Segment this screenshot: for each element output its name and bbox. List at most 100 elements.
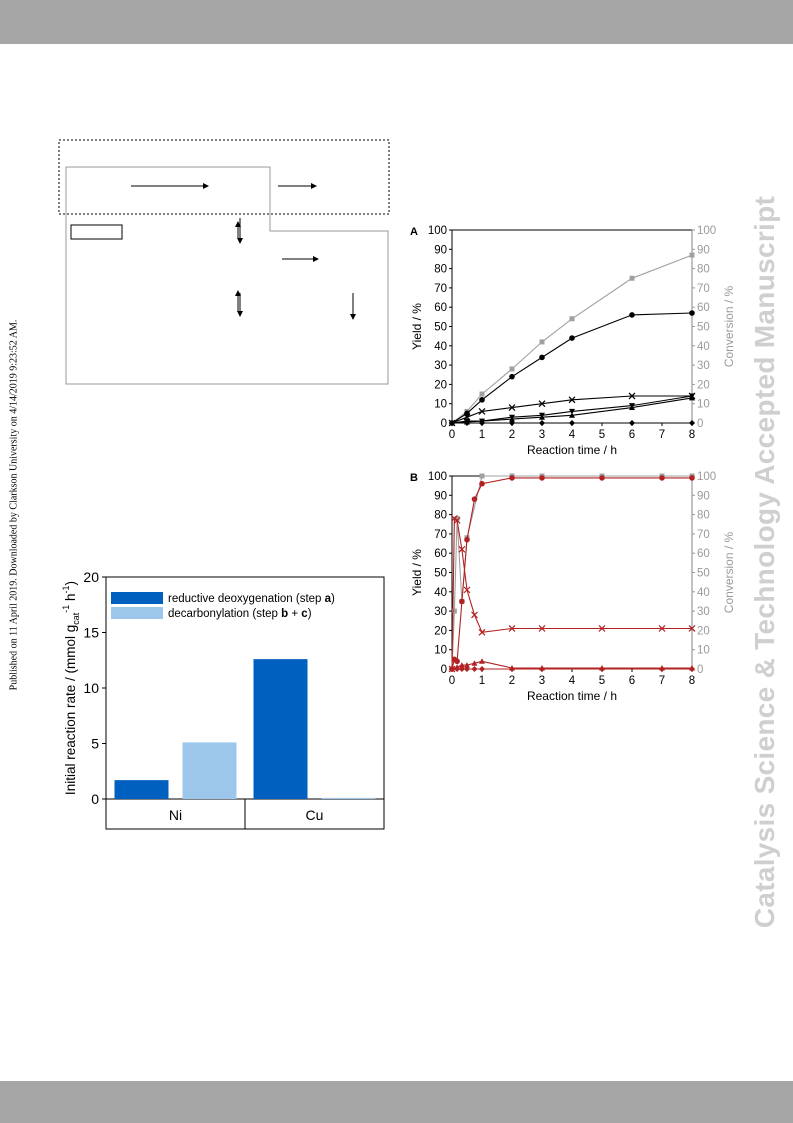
plot-frame — [451, 475, 693, 670]
ytick-right-label: 20 — [697, 625, 710, 637]
ytick-label: 0 — [441, 664, 447, 676]
data-point — [569, 316, 575, 322]
ytick-right-label: 50 — [697, 568, 710, 580]
data-point — [629, 275, 635, 281]
scheme-grey-frame — [65, 166, 389, 385]
xtick-label: 4 — [569, 675, 576, 687]
data-point — [689, 252, 695, 258]
ytick-label: 100 — [428, 225, 447, 237]
xtick-label: 5 — [599, 675, 605, 687]
scheme-label-box — [70, 224, 123, 240]
series-line — [451, 312, 693, 424]
data-point — [454, 515, 460, 521]
data-point — [464, 536, 470, 543]
data-point — [689, 310, 695, 316]
data-point — [689, 475, 695, 481]
series-line — [451, 475, 692, 670]
data-point — [689, 666, 695, 672]
ytick-right-label: 0 — [697, 418, 703, 430]
ytick-label: 60 — [434, 548, 447, 560]
data-point — [458, 662, 465, 668]
ytick-right-label: 60 — [697, 548, 710, 560]
ytick-label: 50 — [434, 322, 447, 334]
legend-swatch-2 — [111, 607, 163, 619]
xtick-label: 0 — [449, 675, 455, 687]
xtick-label: 8 — [689, 675, 695, 687]
data-point — [509, 373, 515, 380]
data-point — [508, 404, 516, 411]
panel-label: B — [410, 472, 418, 484]
ylabel-right: Conversion / % — [722, 531, 736, 613]
series-line — [451, 660, 692, 670]
data-point — [628, 392, 636, 400]
data-point — [471, 496, 478, 502]
top-banner — [0, 0, 793, 44]
data-point — [451, 608, 457, 614]
ytick-label: 50 — [434, 568, 447, 580]
ylabel: Yield / % — [410, 303, 424, 350]
ytick-right-label: 30 — [697, 360, 710, 372]
bar-ytick-label: 10 — [83, 680, 99, 696]
data-point — [509, 366, 515, 372]
data-point — [538, 625, 546, 632]
data-point — [539, 420, 545, 426]
ytick-right-label: 90 — [697, 490, 710, 502]
legend-label-2: decarbonylation (step b + c) — [168, 608, 312, 620]
bar-ni-series2 — [182, 742, 237, 799]
data-point — [479, 391, 485, 397]
xtick-label: 1 — [479, 675, 485, 687]
data-point — [538, 400, 546, 408]
ytick-right-label: 30 — [697, 606, 710, 618]
data-point — [464, 662, 470, 668]
ytick-label: 80 — [434, 264, 447, 276]
ytick-right-label: 100 — [697, 225, 716, 237]
series-line — [451, 395, 693, 424]
data-point — [479, 480, 485, 487]
data-point — [539, 354, 545, 361]
ytick-right-label: 70 — [697, 529, 710, 541]
ytick-label: 0 — [441, 418, 447, 430]
ytick-right-label: 70 — [697, 283, 710, 295]
data-point — [568, 396, 576, 404]
data-point — [509, 416, 515, 422]
data-point — [629, 404, 635, 411]
data-point — [463, 586, 471, 594]
xtick-label: 3 — [539, 675, 545, 687]
data-point — [478, 407, 486, 415]
bottom-banner — [0, 1081, 793, 1123]
data-point — [458, 545, 466, 553]
bar-category-label: Cu — [306, 807, 324, 823]
ytick-label: 80 — [434, 510, 447, 522]
bar-ylabel: Initial reaction rate / (mmol gcat-1 h-1… — [61, 581, 81, 795]
xtick-label: 6 — [629, 675, 635, 687]
data-point — [449, 420, 455, 426]
bar-ytick-label: 15 — [83, 625, 99, 641]
ytick-right-label: 90 — [697, 244, 710, 256]
xlabel: Reaction time / h — [527, 689, 617, 703]
ytick-label: 60 — [434, 302, 447, 314]
data-point — [508, 625, 516, 632]
data-point — [509, 666, 515, 672]
data-point — [658, 625, 666, 632]
xlabel: Reaction time / h — [527, 443, 617, 457]
series-line — [451, 397, 693, 424]
ytick-label: 20 — [434, 625, 447, 637]
data-point — [659, 666, 665, 672]
bar-chart: 0 5 10 15 20 Ni Cu reductive deoxygenation (ste… — [61, 569, 385, 830]
data-point — [599, 666, 605, 672]
xtick-label: 4 — [569, 429, 576, 441]
xtick-label: 7 — [659, 429, 665, 441]
data-point — [569, 335, 575, 341]
ylabel-right: Conversion / % — [722, 285, 736, 367]
series-line — [451, 477, 692, 670]
xtick-label: 2 — [509, 429, 515, 441]
ytick-label: 10 — [434, 399, 447, 411]
data-point — [464, 410, 470, 417]
data-point — [569, 412, 575, 418]
bar-ni-series1 — [114, 780, 169, 799]
data-point — [689, 394, 695, 401]
ytick-right-label: 10 — [697, 399, 710, 411]
series-line — [451, 254, 693, 424]
